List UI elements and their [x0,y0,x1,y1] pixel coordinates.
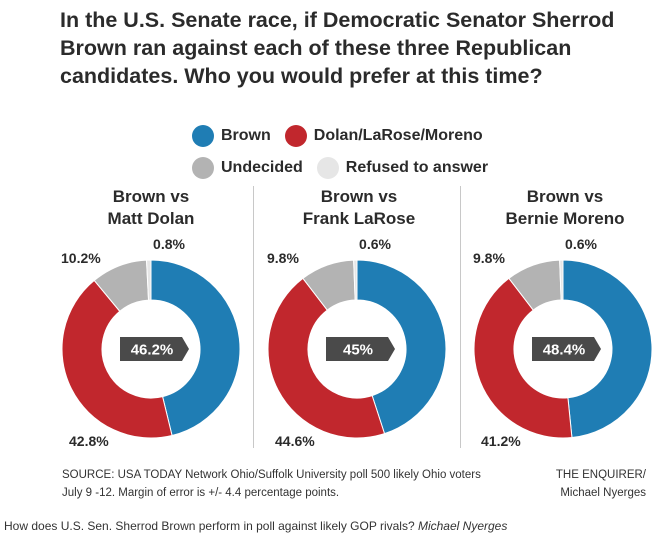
donut-slice-larose-brown [356,259,447,435]
legend-row-1: Brown Dolan/LaRose/Moreno [192,125,497,147]
center-badge-larose [326,337,395,361]
donut-slice-moreno-brown [562,259,653,439]
donut-slice-moreno-refused [559,259,564,301]
caption-credit: Michael Nyerges [417,519,508,533]
panel-divider-2 [460,186,461,448]
legend-swatch-undecided [192,157,214,179]
panel-title-moreno-line2: Bernie Moreno [505,209,625,228]
panel-title-larose-line2: Frank LaRose [302,209,416,228]
legend-label-gop: Dolan/LaRose/Moreno [313,127,483,144]
center-value-larose: 45% [343,342,373,359]
panel-title-larose-line1: Brown vs [320,187,398,206]
slice-label-dolan-undecided: 10.2% [61,250,101,266]
donut-slice-dolan-gop [61,279,173,439]
panel-title-dolan-line2: Matt Dolan [107,209,195,228]
donut-charts: 42.8% 10.2% 0.8% 46.2% 44.6% 9.8% 0.6% 45% 41.2%… [61,236,653,449]
legend-item-brown: Brown [192,125,271,147]
slice-label-larose-gop: 44.6% [275,433,315,449]
donut-slice-moreno-gop [473,277,573,439]
poll-graphic: In the U.S. Senate race, if Democratic S… [56,8,660,502]
legend-item-undecided: Undecided [192,157,303,179]
legend-swatch-brown [192,125,214,147]
panel-title-larose: Brown vs Frank LaRose [264,186,454,230]
panel-title-moreno-line1: Brown vs [526,187,604,206]
slice-label-dolan-gop: 42.8% [69,433,109,449]
legend-label-undecided: Undecided [221,159,303,176]
center-badge-dolan [120,337,189,361]
legend-row-2: Undecided Refused to answer [192,157,502,179]
source-note: SOURCE: USA TODAY Network Ohio/Suffolk U… [62,469,481,499]
slice-label-moreno-undecided: 9.8% [473,250,505,266]
chart-title: In the U.S. Senate race, if Democratic S… [60,8,615,88]
center-badge-moreno [532,337,601,361]
slice-label-moreno-gop: 41.2% [481,433,521,449]
legend-item-refused: Refused to answer [316,157,489,179]
slice-label-larose-undecided: 9.8% [267,250,299,266]
legend-swatch-refused [316,157,339,179]
center-value-moreno: 48.4% [543,342,586,359]
legend-swatch-gop [284,125,307,147]
credit-line-1: THE ENQUIRER/ [555,469,646,481]
graphic-credit: THE ENQUIRER/ Michael Nyerges [526,466,646,502]
donut-slice-dolan-brown [150,259,241,437]
legend-item-gop: Dolan/LaRose/Moreno [284,125,483,147]
donut-slice-dolan-refused [146,259,152,301]
panel-divider-1 [253,186,254,448]
legend-label-refused: Refused to answer [345,159,489,176]
donut-slice-larose-refused [353,259,358,301]
caption-text: How does U.S. Sen. Sherrod Brown perform… [4,519,415,533]
slice-label-dolan-refused: 0.8% [153,236,185,252]
donut-slice-larose-gop [267,277,386,439]
image-caption: How does U.S. Sen. Sherrod Brown perform… [4,519,660,533]
center-value-dolan: 46.2% [131,342,174,359]
panel-title-moreno: Brown vs Bernie Moreno [470,186,660,230]
slice-label-moreno-refused: 0.6% [565,236,597,252]
slice-label-larose-refused: 0.6% [359,236,391,252]
credit-line-2: Michael Nyerges [560,487,646,499]
legend-label-brown: Brown [221,127,271,144]
panel-title-dolan: Brown vs Matt Dolan [56,186,246,230]
panel-title-dolan-line1: Brown vs [112,187,190,206]
